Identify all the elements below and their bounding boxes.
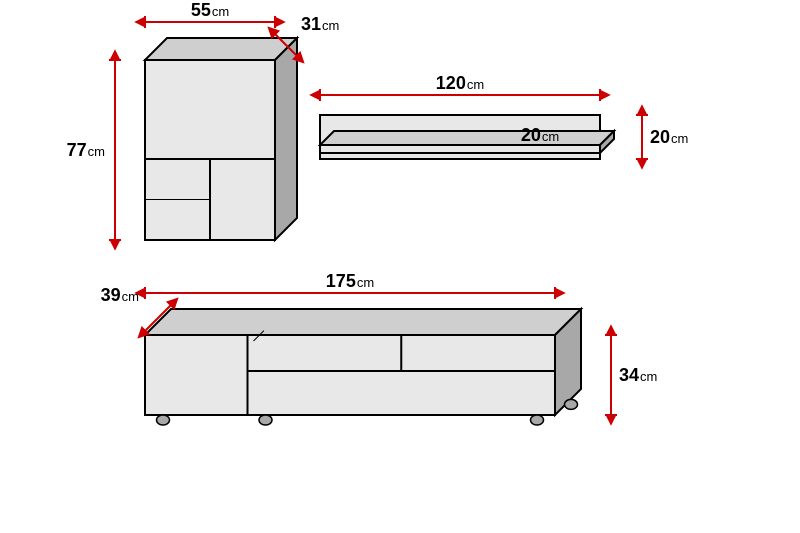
dimension-diagram: 55cm31cm77cm120cm20cm20cm175cm39cm34cm	[0, 0, 800, 533]
lower-depth: 39cm	[101, 285, 139, 305]
upper-shelf-height: 20cm	[650, 127, 688, 147]
lower-width: 175cm	[326, 271, 374, 291]
upper-cabinet-width: 55cm	[191, 0, 229, 20]
upper-cabinet-height: 77cm	[67, 140, 105, 160]
upper-shelf-width: 120cm	[436, 73, 484, 93]
lower-height: 34cm	[619, 365, 657, 385]
upper-cabinet-depth: 31cm	[301, 14, 339, 34]
